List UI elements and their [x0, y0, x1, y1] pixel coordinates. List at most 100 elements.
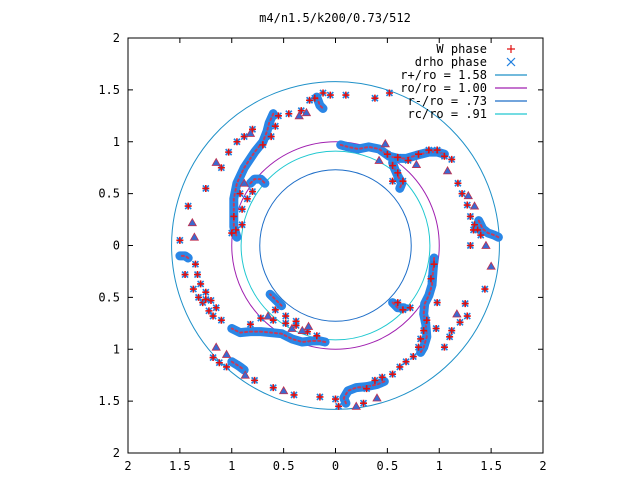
w-marker [313, 332, 321, 340]
w-marker [246, 320, 254, 328]
w-marker [371, 376, 379, 384]
drho-phase-point [211, 342, 221, 351]
w-phase-point [282, 319, 290, 327]
w-phase-point [184, 202, 192, 210]
drho-phase-point [301, 107, 312, 117]
y-tick-label: 0.5 [98, 187, 120, 201]
w-marker [383, 150, 391, 158]
w-marker [389, 370, 397, 378]
drho-phase-point [411, 159, 422, 168]
w-marker [396, 363, 404, 371]
w-phase-point [433, 146, 441, 154]
w-marker [394, 169, 402, 177]
w-marker [425, 146, 433, 154]
w-marker [385, 89, 393, 97]
w-marker [402, 358, 410, 366]
w-marker [292, 317, 300, 325]
w-phase-point [197, 280, 205, 288]
radius-circle [240, 150, 431, 341]
drho-phase-point [245, 128, 256, 137]
w-marker [423, 316, 431, 324]
legend-label: W phase [436, 42, 487, 56]
w-phase-point [463, 201, 471, 209]
dense-band-red [232, 112, 275, 239]
drho-phase-point [297, 325, 307, 334]
w-marker [194, 271, 202, 279]
x-tick-label: 0 [332, 459, 339, 473]
w-marker [290, 391, 298, 399]
w-phase-point [456, 318, 464, 326]
w-marker [251, 376, 259, 384]
y-tick-label: 2 [113, 446, 120, 460]
w-marker [228, 229, 236, 237]
x-tick-label: 2 [539, 459, 546, 473]
w-phase-point [371, 94, 379, 102]
w-marker [448, 155, 456, 163]
w-phase-point [193, 270, 202, 279]
dense-band-red [342, 380, 386, 405]
w-marker [257, 314, 265, 322]
w-phase-point [316, 393, 324, 401]
w-phase-point [230, 212, 238, 221]
w-marker [458, 190, 466, 198]
w-marker [371, 94, 379, 102]
w-phase-point [409, 352, 417, 361]
w-phase-point [269, 384, 277, 392]
w-marker [440, 343, 448, 351]
w-marker [326, 91, 334, 99]
w-phase-point [290, 391, 298, 399]
dense-band-red [249, 178, 266, 185]
w-phase-point [238, 205, 246, 213]
w-phase-point [209, 353, 217, 362]
w-phase-point [189, 285, 197, 293]
w-phase-point [404, 156, 412, 164]
w-phase-point [470, 221, 479, 229]
w-marker [332, 395, 339, 403]
w-marker [285, 110, 293, 118]
w-marker [394, 299, 402, 307]
w-phase-point [292, 317, 300, 325]
y-tick-label: 1.5 [98, 83, 120, 97]
w-phase-point [212, 304, 220, 312]
y-tick-label: 1 [113, 342, 120, 356]
w-phase-point [394, 169, 402, 177]
w-phase-point [215, 359, 223, 367]
w-marker [394, 153, 402, 161]
dense-band-red [178, 254, 190, 259]
w-marker [271, 306, 279, 314]
w-marker [217, 316, 225, 324]
w-marker [433, 299, 441, 307]
w-marker [243, 195, 251, 203]
y-tick-label: 0.5 [98, 290, 120, 304]
radius-circle [171, 81, 500, 410]
w-phase-point [402, 358, 410, 366]
w-phase-point [176, 236, 184, 244]
w-phase-point [202, 295, 210, 304]
w-phase-point [388, 370, 397, 378]
x-tick-label: 2 [124, 459, 131, 473]
drho-phase-point [294, 111, 304, 120]
w-phase-point [385, 89, 394, 97]
w-marker [342, 91, 350, 99]
w-phase-point [251, 376, 259, 384]
w-marker [238, 221, 246, 229]
drho-phase-point [303, 321, 314, 330]
w-phase-point [326, 91, 334, 99]
w-phase-point [371, 376, 379, 384]
w-phase-point [363, 385, 371, 393]
dense-band [227, 324, 330, 347]
axis-ticks: 2 1.5 1 0.5 0 0.5 1 1.5 221.510.500.511.52 [98, 31, 546, 473]
w-phase-point [399, 306, 407, 314]
w-phase-point [432, 324, 440, 333]
w-marker [207, 296, 215, 304]
x-tick-label: 1 [228, 459, 235, 473]
w-marker [230, 212, 238, 220]
x-tick-label: 0.5 [273, 459, 295, 473]
legend-label: r+/ro = 1.58 [400, 68, 487, 82]
radius-circle [259, 169, 412, 322]
w-phase-point [383, 150, 391, 158]
drho-phase-point [189, 232, 200, 241]
w-marker [282, 312, 290, 320]
w-marker [282, 319, 290, 327]
w-marker [202, 295, 210, 303]
